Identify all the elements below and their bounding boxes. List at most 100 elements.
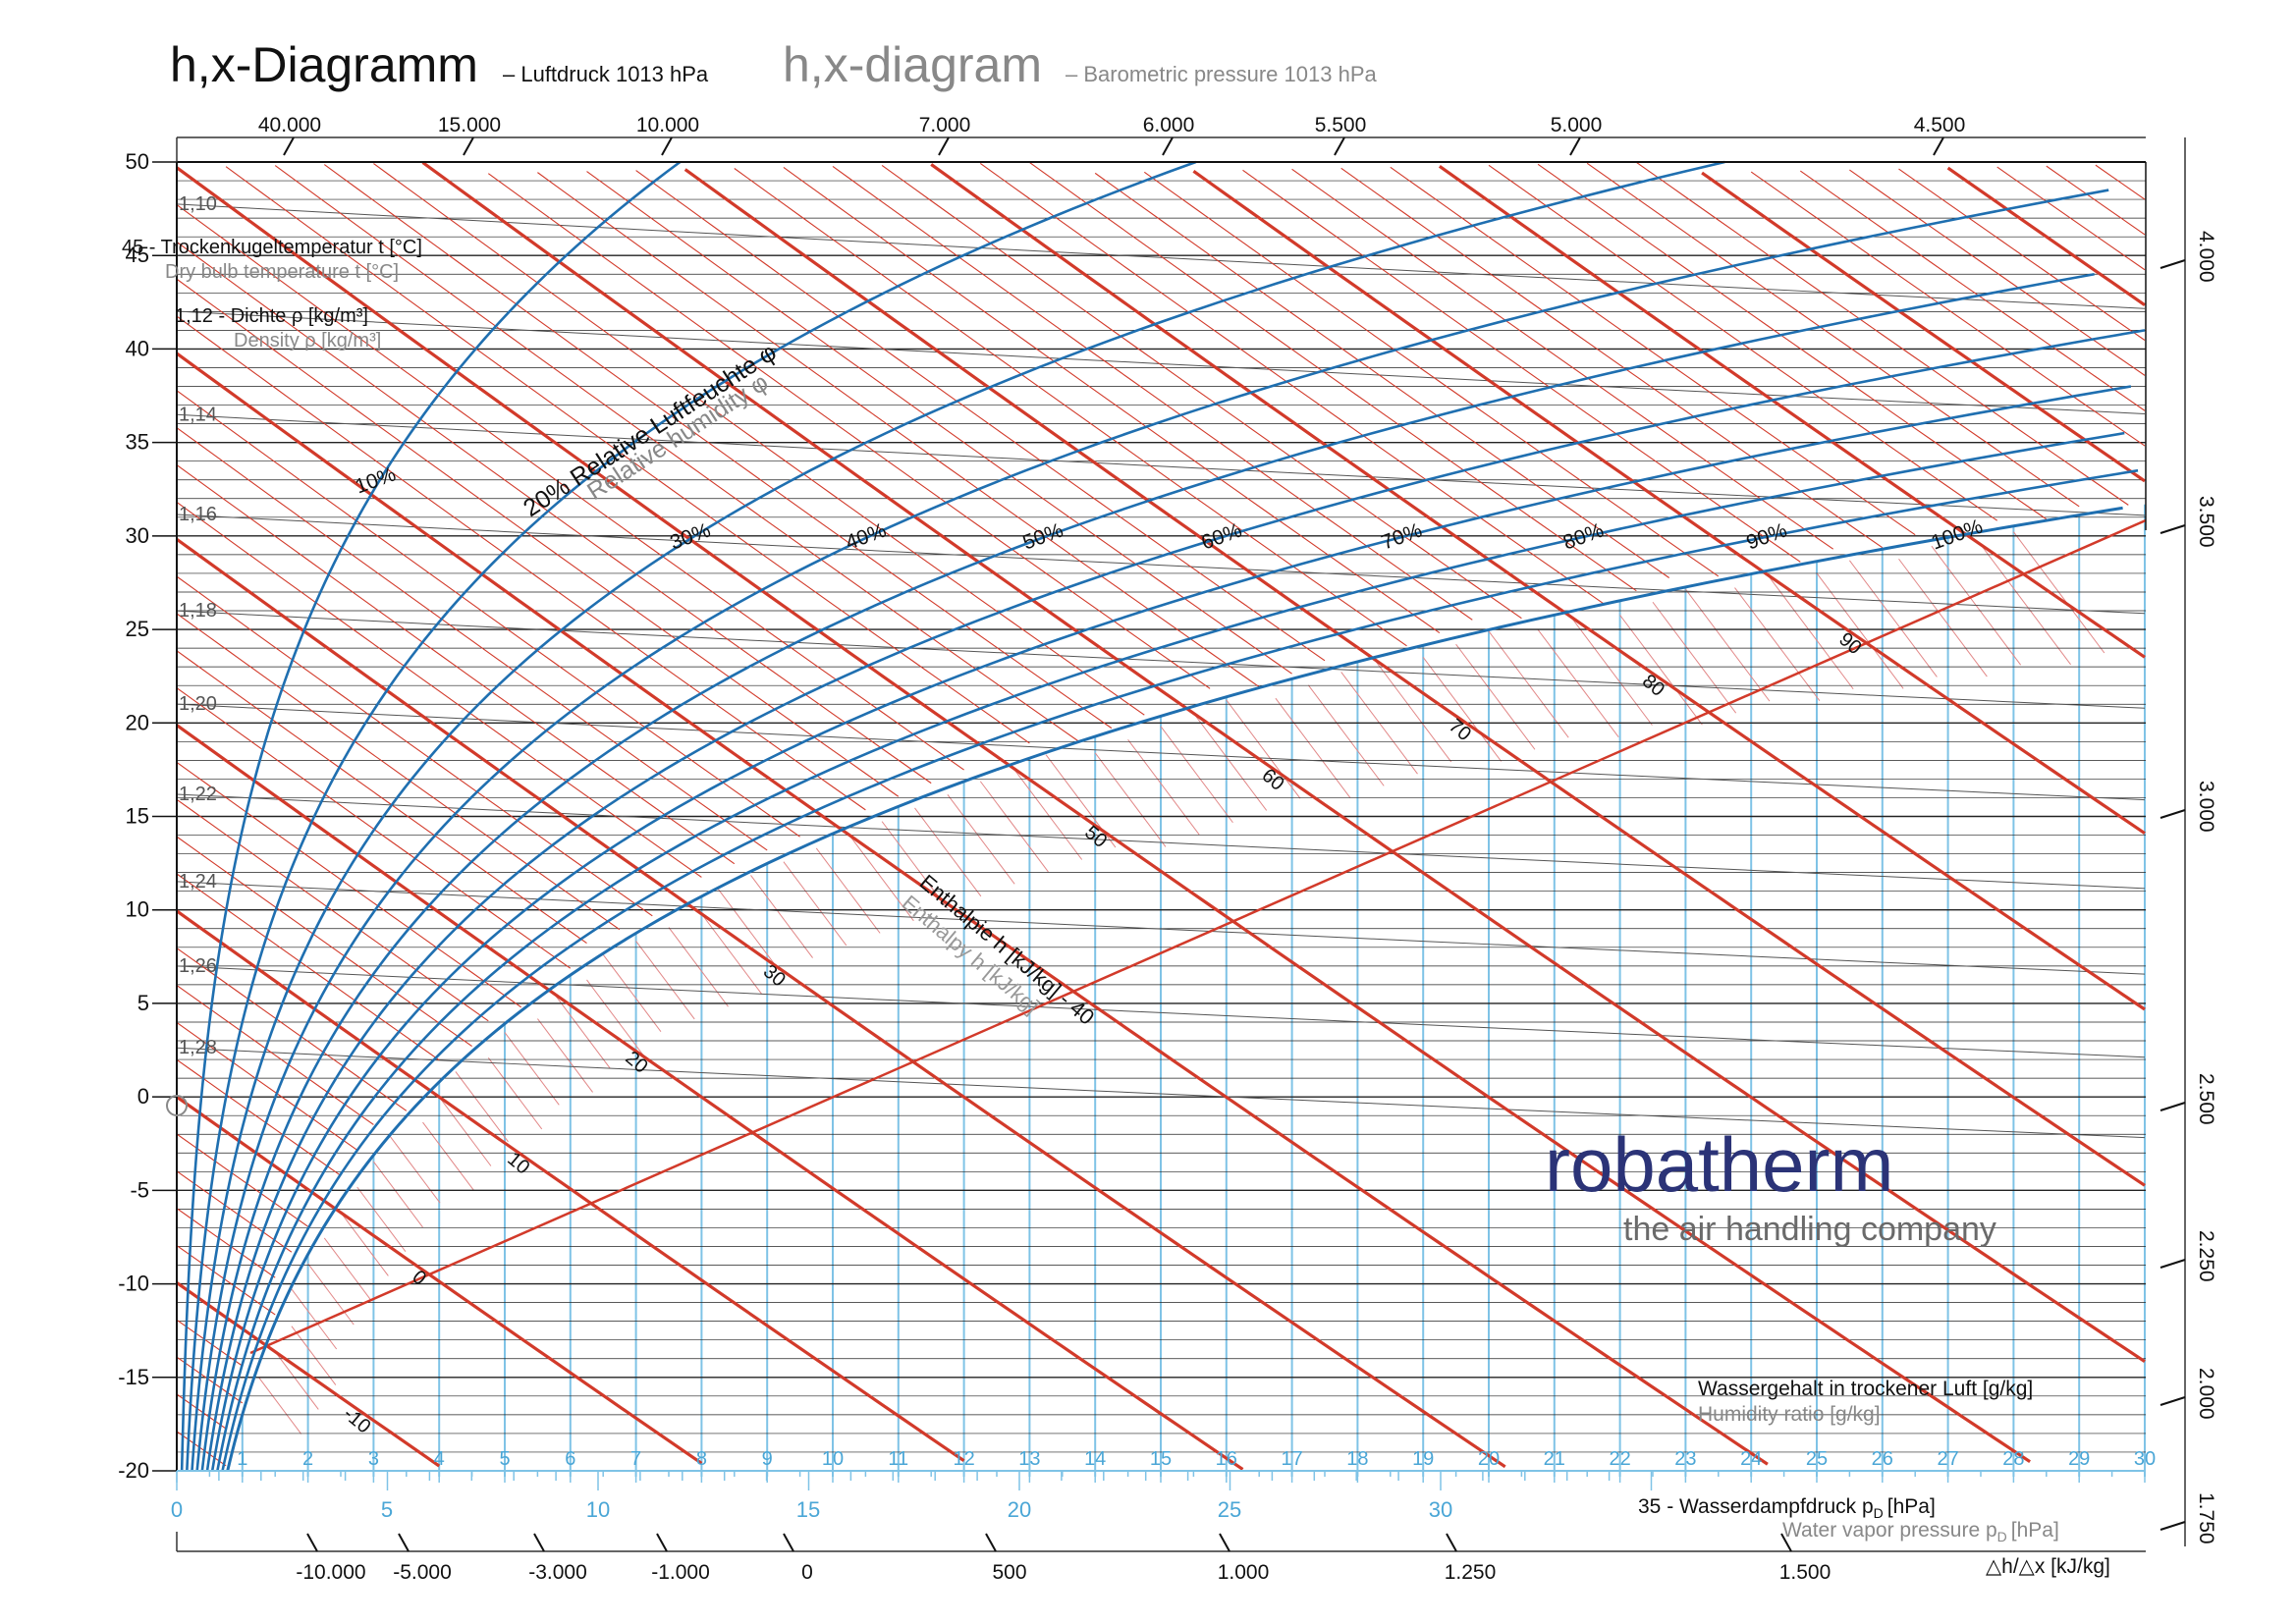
enthalpy-line — [1849, 169, 2146, 376]
humidity-ratio-label-de: Wassergehalt in trockener Luft [g/kg] — [1698, 1378, 2033, 1400]
density-line — [176, 310, 2146, 414]
enthalpy-line — [683, 168, 2146, 1187]
relative-humidity-curve — [226, 506, 2123, 1472]
density-line — [176, 703, 2146, 801]
relative-humidity-label: 70% — [1379, 519, 1425, 555]
enthalpy-line — [1750, 171, 2146, 447]
enthalpy-line — [176, 613, 621, 931]
enthalpy-hatch — [455, 1071, 509, 1143]
temperature-tick-label: 20 — [126, 710, 149, 734]
bottom-scale-tick-label: -1.000 — [651, 1561, 710, 1584]
enthalpy-hatch — [323, 1237, 372, 1301]
enthalpy-line — [1635, 161, 2129, 506]
enthalpy-hatch — [1488, 630, 1569, 738]
enthalpy-line — [274, 165, 1079, 742]
humidity-ratio-tick-label: 10 — [822, 1448, 844, 1470]
temperature-tick-label: -10 — [118, 1272, 149, 1296]
humidity-ratio-tick-label: 5 — [499, 1448, 510, 1470]
enthalpy-line — [176, 390, 800, 838]
enthalpy-hatch — [1455, 643, 1536, 750]
enthalpy-line — [1242, 169, 1801, 563]
bottom-scale-tick — [985, 1533, 997, 1552]
density-lines — [176, 203, 2146, 1139]
density-line — [176, 610, 2146, 709]
enthalpy-line — [1094, 172, 1670, 578]
enthalpy-line — [2095, 164, 2146, 200]
top-scale-tick — [938, 136, 950, 156]
enthalpy-line — [176, 985, 374, 1125]
enthalpy-hatch — [1193, 713, 1268, 811]
humidity-ratio-tick-label: 28 — [2002, 1448, 2024, 1470]
humidity-ratio-tick-label: 15 — [1150, 1448, 1172, 1470]
vapor-pressure-label-de: 35 - Wasserdampfdruck pD [hPa] — [1638, 1495, 1936, 1521]
title-de: h,x-Diagramm — [170, 37, 478, 92]
enthalpy-tick-label: 50 — [1080, 822, 1111, 852]
subtitle-en: – Barometric pressure 1013 hPa — [1066, 62, 1377, 86]
enthalpy-hatch — [914, 807, 982, 897]
origin-marker — [166, 1095, 188, 1116]
top-scale-tick — [1162, 136, 1174, 156]
temperature-tick-label: 5 — [137, 991, 149, 1015]
top-scale-tick — [1334, 136, 1345, 156]
enthalpy-hatch — [1012, 767, 1083, 860]
humidity-ratio-tick-label: 16 — [1216, 1448, 1237, 1470]
humidity-ratio-tick-label: 13 — [1018, 1448, 1040, 1470]
vapor-pressure-tick-label: 10 — [586, 1497, 610, 1522]
enthalpy-line — [176, 315, 866, 811]
enthalpy-line — [832, 166, 1473, 621]
enthalpy-line — [176, 166, 2031, 1464]
humidity-ratio-tick-label: 2 — [302, 1448, 313, 1470]
right-scale-tick-label: 2.500 — [2195, 1073, 2217, 1125]
chart-frame — [152, 136, 2186, 1552]
enthalpy-line — [176, 1431, 227, 1467]
density-tick-label: 1,14 — [179, 404, 217, 425]
density-line — [176, 413, 2146, 516]
humidity-ratio-tick-label: 22 — [1609, 1448, 1630, 1470]
enthalpy-line — [1143, 171, 1720, 577]
vapor-pressure-tick-label: 20 — [1008, 1497, 1031, 1522]
humidity-ratio-tick-label: 23 — [1674, 1448, 1696, 1470]
enthalpy-hatch — [1127, 739, 1200, 836]
enthalpy-line — [225, 166, 1030, 744]
bottom-scale-label: △h/△x [kJ/kg] — [1986, 1555, 2110, 1578]
humidity-ratio-tick-label: 7 — [630, 1448, 641, 1470]
density-label-de: 1,12 - Dichte ρ [kg/m³] — [175, 305, 368, 327]
enthalpy-hatch — [1816, 572, 1904, 689]
enthalpy-hatch — [553, 993, 611, 1069]
relative-humidity-curves — [180, 160, 2146, 1472]
bottom-scale-tick-label: 1.500 — [1779, 1561, 1831, 1584]
subtitle-de: – Luftdruck 1013 hPa — [503, 62, 709, 86]
enthalpy-hatch — [701, 913, 763, 995]
enthalpy-hatch — [947, 794, 1015, 885]
relative-humidity-curve — [210, 385, 2132, 1472]
humidity-ratio-tick-label: 1 — [237, 1448, 247, 1470]
enthalpy-line — [2046, 165, 2146, 236]
humidity-ratio-tick-label: 12 — [953, 1448, 974, 1470]
enthalpy-hatch — [1898, 558, 1988, 677]
bottom-scale-tick — [398, 1533, 410, 1552]
right-scale-tick — [2159, 1521, 2186, 1531]
bottom-scale-tick-label: -3.000 — [528, 1561, 587, 1584]
title-en: h,x-diagram — [783, 37, 1042, 92]
enthalpy-line — [421, 161, 2146, 1364]
enthalpy-hatch — [750, 875, 813, 958]
humidity-ratio-tick-label: 26 — [1872, 1448, 1893, 1470]
enthalpy-hatch — [372, 1161, 423, 1228]
enthalpy-hatch — [586, 979, 644, 1056]
relative-humidity-curve — [205, 329, 2146, 1472]
relative-humidity-label: 80% — [1560, 519, 1607, 555]
right-scale-tick-label: 2.250 — [2195, 1230, 2217, 1282]
humidity-ratio-tick-label: 4 — [434, 1448, 445, 1470]
enthalpy-line — [635, 170, 1326, 662]
enthalpy-hatch — [979, 781, 1049, 873]
relative-humidity-curve — [191, 160, 1725, 1472]
enthalpy-hatch — [1849, 560, 1938, 677]
relative-humidity-label: 60% — [1198, 519, 1244, 555]
enthalpy-line — [176, 1356, 244, 1404]
enthalpy-hatch — [307, 1263, 355, 1326]
enthalpy-hatch — [1652, 601, 1737, 714]
enthalpy-hatch — [783, 861, 847, 947]
temperature-tick-label: 50 — [126, 149, 149, 174]
temperature-tick-label: 10 — [126, 897, 149, 922]
